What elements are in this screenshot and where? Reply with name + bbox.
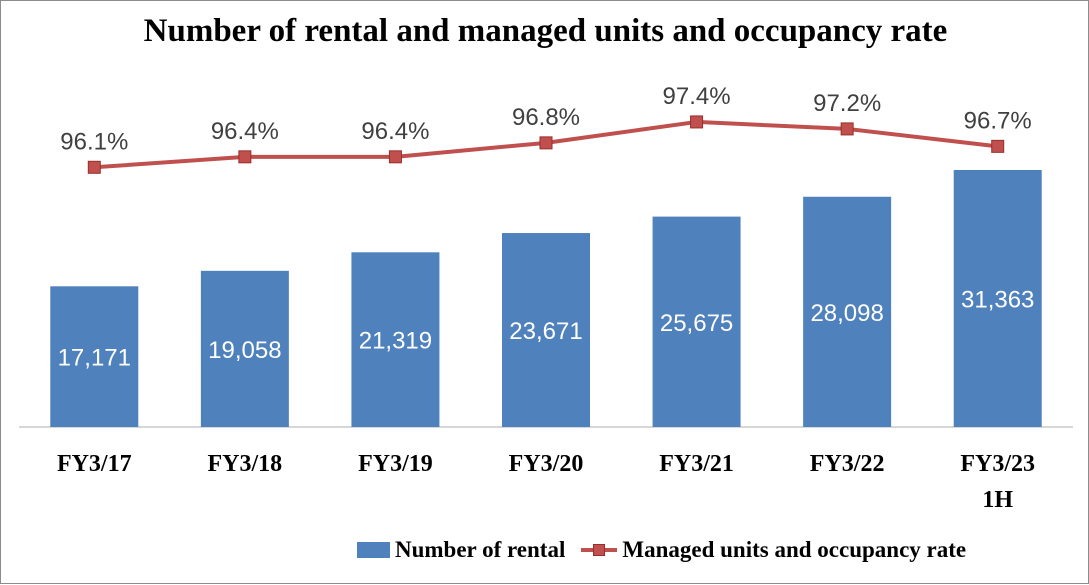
bar xyxy=(351,252,440,427)
bar xyxy=(502,233,590,427)
occupancy-marker xyxy=(991,139,1005,153)
occupancy-marker xyxy=(238,150,252,164)
occupancy-data-label: 97.4% xyxy=(663,83,731,110)
x-tick-label: FY3/20 xyxy=(509,451,584,477)
occupancy-marker xyxy=(840,122,854,136)
bar xyxy=(200,270,289,427)
occupancy-data-label: 96.7% xyxy=(964,107,1032,134)
legend-item-rental: Number of rental xyxy=(357,537,565,563)
legend-item-occupancy: Managed units and occupancy rate xyxy=(565,537,966,563)
legend-label-occupancy: Managed units and occupancy rate xyxy=(622,537,967,562)
occupancy-marker xyxy=(87,160,101,174)
x-tick-label: FY3/17 xyxy=(57,451,132,477)
legend-bar-swatch xyxy=(357,542,390,558)
occupancy-data-label: 96.1% xyxy=(60,128,128,155)
chart-legend: Number of rental Managed units and occup… xyxy=(357,537,966,563)
occupancy-data-label: 97.2% xyxy=(813,90,881,117)
x-tick-label: FY3/19 xyxy=(358,451,433,477)
bar-data-label: 28,098 xyxy=(810,300,883,327)
bar-data-label: 23,671 xyxy=(509,318,582,345)
legend-line-swatch xyxy=(581,542,618,558)
occupancy-marker xyxy=(690,115,704,129)
bar-data-label: 19,058 xyxy=(208,337,281,364)
x-tick-label: 1H xyxy=(982,487,1013,513)
legend-label-rental: Number of rental xyxy=(395,537,566,562)
bar xyxy=(652,216,741,427)
x-tick-label: FY3/18 xyxy=(208,451,283,477)
bar xyxy=(953,170,1042,427)
x-tick-label: FY3/21 xyxy=(659,451,734,477)
occupancy-data-label: 96.8% xyxy=(512,104,580,131)
bar-data-label: 21,319 xyxy=(359,328,432,355)
occupancy-marker xyxy=(388,150,402,164)
x-tick-label: FY3/22 xyxy=(810,451,885,477)
x-tick-label: FY3/23 xyxy=(960,451,1035,477)
bar-data-label: 17,171 xyxy=(58,345,131,372)
occupancy-data-label: 96.4% xyxy=(211,118,279,145)
bar xyxy=(803,196,892,427)
occupancy-data-label: 96.4% xyxy=(361,118,429,145)
bar-data-label: 25,675 xyxy=(660,310,733,337)
bar-data-label: 31,363 xyxy=(961,287,1034,314)
chart-title: Number of rental and managed units and o… xyxy=(143,13,948,49)
bar xyxy=(50,286,139,427)
occupancy-marker xyxy=(539,136,553,150)
